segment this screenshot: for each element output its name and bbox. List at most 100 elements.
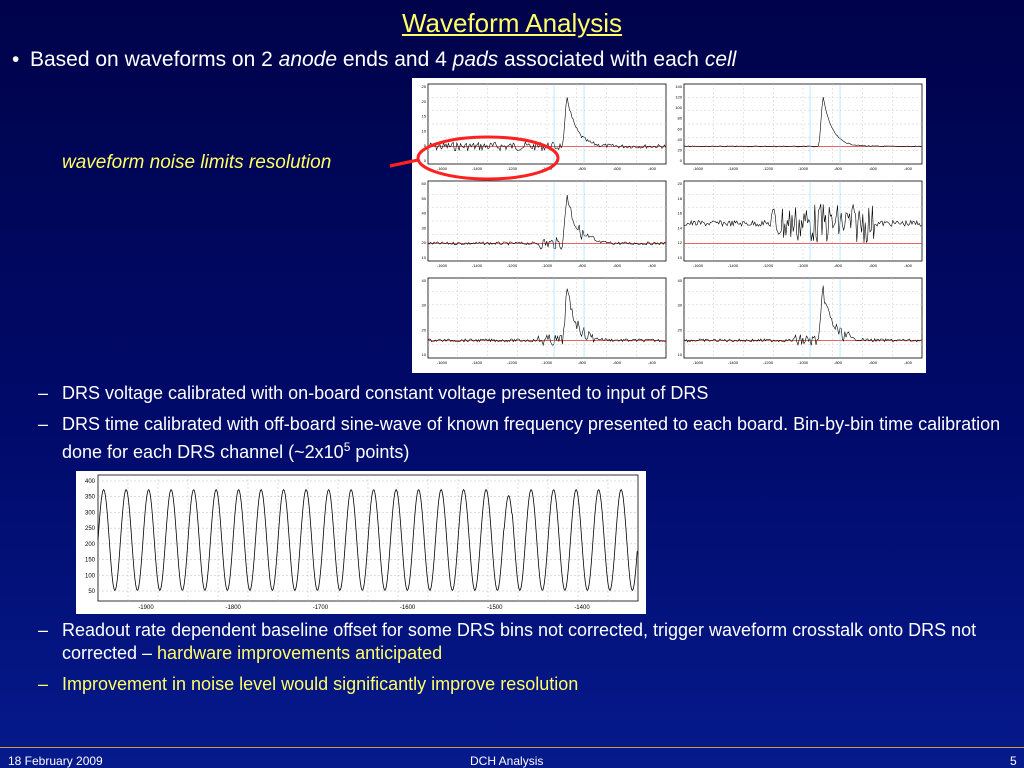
- panel-y-tick: 30: [422, 303, 427, 308]
- panel-x-tick: -1600: [437, 166, 448, 171]
- panel-y-tick: 140: [675, 84, 682, 89]
- waveform-trace: [683, 203, 922, 243]
- sine-calibration-plot: 400 350 300 250 200 150 100 50 -1900 -1800 -1700 -1…: [76, 471, 646, 614]
- panel-y-tick: 20: [422, 327, 427, 332]
- sub-text-2: DRS time calibrated with off-board sine-…: [38, 413, 1008, 464]
- sine-x-tick: -1500: [487, 605, 503, 611]
- panel-y-tick: 0: [680, 158, 683, 163]
- sub-dash-2: –: [38, 414, 49, 434]
- panel-x-tick: -400: [904, 263, 913, 268]
- panel-y-tick: 60: [678, 126, 683, 131]
- slide-title: Waveform Analysis: [401, 8, 623, 38]
- sine-x-tick: -1800: [226, 605, 242, 611]
- waveform-panel-1: 25 20 15 10 5 0 -1600 -1400 -1200 -1000 -800 -600 -4…: [422, 83, 667, 171]
- panel-x-tick: -1600: [693, 166, 704, 171]
- panel-x-tick: -600: [869, 166, 878, 171]
- panel-y-tick: 80: [678, 116, 683, 121]
- panel-x-tick: -600: [613, 263, 622, 268]
- panel-x-tick: -400: [648, 360, 657, 365]
- bullet-text-1: Based on waveforms on 2: [30, 48, 279, 71]
- panel-x-tick: -600: [613, 166, 622, 171]
- sine-y-tick: 50: [88, 589, 95, 595]
- panel-x-tick: -1400: [472, 166, 483, 171]
- bullet-dot: •: [12, 48, 20, 71]
- panel-y-tick: 20: [422, 99, 427, 104]
- panel-y-tick: 100: [675, 105, 682, 110]
- sub-dash-3: –: [38, 620, 49, 640]
- panel-y-tick: 16: [678, 211, 683, 216]
- bullet-anode: anode: [278, 48, 338, 71]
- panel-x-tick: -1000: [798, 263, 809, 268]
- panel-y-tick: 120: [675, 95, 682, 100]
- sub-text-2a: DRS time calibrated with off-board sine-…: [62, 414, 1001, 462]
- bullet-text-2: ends and 4: [337, 48, 453, 71]
- footer-center: DCH Analysis: [470, 754, 544, 768]
- sub-text-4: Improvement in noise level would signifi…: [62, 674, 579, 694]
- panel-x-tick: -800: [578, 360, 587, 365]
- sine-x-tick: -1700: [313, 605, 329, 611]
- panel-x-tick: -800: [834, 360, 843, 365]
- panel-x-tick: -800: [578, 166, 587, 171]
- sine-y-tick: 150: [85, 558, 96, 564]
- panel-y-tick: 30: [678, 303, 683, 308]
- panel-y-tick: 12: [678, 240, 683, 245]
- panel-y-tick: 40: [422, 278, 427, 283]
- panel-x-tick: -1400: [728, 360, 739, 365]
- sine-y-tick: 100: [85, 573, 96, 579]
- main-bullet: • Based on waveforms on 2 anode ends and …: [12, 48, 736, 72]
- panel-x-tick: -1000: [798, 166, 809, 171]
- panel-y-tick: 14: [678, 225, 683, 230]
- waveform-trace: [427, 288, 666, 347]
- waveform-trace: [684, 96, 922, 148]
- panel-y-tick: 5: [424, 143, 427, 148]
- sub-text-2b: points): [350, 442, 410, 462]
- panel-y-tick: 20: [678, 147, 683, 152]
- sine-plot-svg: 400 350 300 250 200 150 100 50 -1900 -1800 -1700 -1…: [85, 474, 639, 611]
- panel-x-tick: -1400: [728, 263, 739, 268]
- panel-x-tick: -1600: [437, 263, 448, 268]
- sine-y-tick: 250: [85, 526, 96, 532]
- panel-x-tick: -1600: [693, 263, 704, 268]
- footer-divider: [0, 747, 1024, 748]
- panel-y-tick: 20: [678, 181, 683, 186]
- waveform-panel-3: 60 50 40 30 20 10 -1600 -1400 -1200 -1000 -800 -600…: [422, 180, 667, 268]
- footer-date: 18 February 2009: [8, 754, 103, 768]
- sub-bullet-4: – Improvement in noise level would signi…: [38, 673, 1008, 696]
- panel-x-tick: -1200: [763, 360, 774, 365]
- waveform-grid: 25 20 15 10 5 0 -1600 -1400 -1200 -1000 -800 -600 -4…: [412, 78, 926, 373]
- panel-y-tick: 10: [422, 128, 427, 133]
- sub-bullet-1: – DRS voltage calibrated with on-board c…: [38, 382, 1008, 405]
- waveform-trace: [427, 194, 666, 250]
- panel-x-tick: -600: [869, 360, 878, 365]
- footer-page: 5: [1010, 754, 1017, 768]
- panel-y-tick: 10: [678, 255, 683, 260]
- sub-dash-4: –: [38, 674, 49, 694]
- panel-x-tick: -1600: [693, 360, 704, 365]
- sine-y-tick: 400: [85, 479, 96, 485]
- panel-x-tick: -800: [834, 166, 843, 171]
- sine-x-tick: -1400: [574, 605, 590, 611]
- panel-x-tick: -1000: [542, 263, 553, 268]
- sub-dash-1: –: [38, 383, 49, 403]
- panel-y-tick: 20: [678, 327, 683, 332]
- panel-x-tick: -400: [648, 263, 657, 268]
- panel-x-tick: -1400: [472, 263, 483, 268]
- panel-x-tick: -800: [578, 263, 587, 268]
- sine-y-tick: 350: [85, 495, 96, 501]
- panel-x-tick: -1000: [542, 166, 553, 171]
- sine-x-tick: -1900: [138, 605, 154, 611]
- panel-x-tick: -1200: [507, 263, 518, 268]
- sub-bullet-3: – Readout rate dependent baseline offset…: [38, 619, 1008, 665]
- waveform-panel-4: 20 18 16 14 12 10 -1600 -1400 -1200 -1000 -800 -600…: [678, 180, 923, 268]
- sine-trace: [97, 488, 638, 592]
- sine-y-tick: 200: [85, 542, 96, 548]
- sub-text-2-sup: 5: [343, 440, 351, 454]
- sub-text-3a: Readout rate dependent baseline offset f…: [62, 620, 977, 663]
- sine-y-tick: 300: [85, 510, 96, 516]
- panel-x-tick: -1200: [507, 360, 518, 365]
- panel-x-tick: -600: [613, 360, 622, 365]
- panel-y-tick: 0: [424, 158, 427, 163]
- panel-x-tick: -400: [904, 360, 913, 365]
- panel-y-tick: 50: [422, 196, 427, 201]
